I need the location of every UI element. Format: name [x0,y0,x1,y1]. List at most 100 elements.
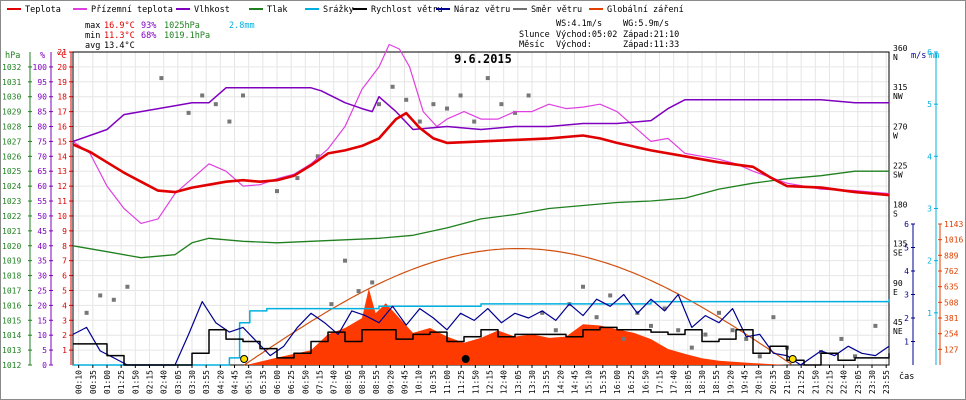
x-tick-label: 10:10 [415,370,424,394]
stats-max-press: 1025hPa [164,21,200,31]
axis-wm2-tick-label: 1143 [944,220,963,229]
axis-mm-tick-label: 4 [927,152,932,161]
axis-hpa-tick-label: 1032 [2,63,21,72]
axis-pct-tick-label: 50 [37,212,47,221]
legend-label-solar: Globální záření [607,5,684,15]
series-feels-line [72,43,890,224]
x-axis-tick-labels: 00:10 00:35 01:00 01:25 01:50 02:15 02:40 03:05… [75,365,891,394]
stats-max-temp: 16.9°C [104,21,135,31]
x-tick-label: 06:00 [273,370,282,394]
axis-mm-ticks: 1 2 3 4 5 6 [927,48,938,365]
wind-direction-point [608,293,613,298]
axis-wind-dir-name: W [893,131,898,140]
wind-direction-point [649,323,653,328]
x-tick-label: 09:45 [401,370,410,394]
x-tick-label: 01:25 [117,370,126,394]
wind-direction-point [431,102,436,107]
series-pressure-line [72,170,889,259]
x-tick-label: 03:55 [202,370,211,394]
axis-ms-tick-label: 5 [904,244,909,253]
x-tick-label: 23:55 [882,370,891,394]
axis-wm2-tick-label: 889 [944,251,959,260]
axis-hpa-label: hPa [5,51,20,61]
x-tick-label: 20:10 [755,370,764,394]
axis-pct-tick-label: 30 [37,272,47,281]
axis-degc-tick-label: 12 [57,182,67,191]
wind-gust-max: WG:5.9m/s [623,19,669,29]
x-tick-label: 05:35 [259,370,268,394]
x-tick-label: 12:40 [500,370,509,394]
wind-direction-point [472,119,477,124]
stats-avg-temp: 13.4°C [104,41,135,51]
x-tick-label: 17:15 [656,370,665,394]
axis-ms-tick-label: 4 [904,267,909,276]
x-tick-label: 06:50 [301,370,310,394]
wind-direction-point [186,110,191,115]
axis-wind-dir-deg: 45 [893,318,903,327]
axis-degc-tick-label: 2 [62,331,67,340]
wind-direction-point [98,293,103,298]
axis-wind-dir-deg: 135 [893,240,908,249]
wind-speed-max: WS:4.1m/s [556,19,602,29]
axis-hpa-tick-label: 1026 [2,152,21,161]
x-tick-label: 23:30 [868,370,877,394]
axis-mm-tick-label: 6 [927,48,932,57]
axis-mm-tick-label: 5 [927,100,932,109]
wind-direction-point [404,97,409,102]
axis-pct-tick-label: 40 [37,242,47,251]
x-tick-label: 13:05 [514,370,523,394]
x-tick-label: 11:25 [457,370,466,394]
x-axis-label: čas [899,371,914,382]
wind-direction-point [458,93,463,98]
axis-wm2-tick-label: 1016 [944,236,963,245]
series-rain-line [73,299,890,366]
x-tick-label: 19:45 [741,370,750,394]
x-tick-label: 22:15 [826,370,835,394]
axis-wm2-tick-label: 762 [944,267,959,276]
wind-direction-point [703,332,708,337]
x-tick-label: 11:50 [471,370,480,394]
axis-hpa-ticks: 1012 1013 1014 1015 1016 1017 1018 1019 1020 1021… [2,52,32,370]
stats-min-hum: 68% [141,31,156,41]
wind-direction-point [676,328,681,333]
axis-hpa-tick-label: 1027 [2,137,21,146]
stats-min-temp: 11.3°C [104,31,135,41]
stats-avg-label: avg [85,41,100,51]
wind-direction-point [594,315,599,320]
wind-direction-point [227,119,232,124]
x-tick-label: 00:35 [89,370,98,394]
sun-moon-markers [240,355,797,363]
axis-degc-tick-label: 19 [57,78,67,87]
x-tick-label: 02:15 [146,370,155,394]
x-tick-label: 14:45 [571,370,580,394]
x-tick-label: 07:40 [330,370,339,394]
x-tick-label: 12:15 [486,370,495,394]
moonset-marker [461,355,470,363]
axis-degc-tick-label: 7 [62,257,67,266]
axis-hpa-tick-label: 1023 [2,197,21,206]
axis-hpa-tick-label: 1017 [2,286,21,295]
wind-direction-point [819,349,823,354]
legend-label-wspeed: Rychlost větru [371,5,443,15]
x-tick-label: 13:55 [542,370,551,394]
axis-wind-dir-name: NW [893,92,903,101]
axis-pct-tick-label: 25 [37,286,47,295]
axis-degc-tick-label: 6 [62,272,67,281]
wind-direction-point [315,154,320,159]
x-tick-label: 06:25 [287,370,296,394]
stats-min-press: 1019.1hPa [164,31,210,41]
chart-title: 9.6.2015 [454,52,512,66]
axis-ms-tick-label: 1 [904,338,909,347]
wind-direction-point [689,345,694,350]
axis-pct-tick-label: 15 [37,316,47,325]
axis-wm2-tick-label: 254 [944,330,959,339]
axis-pct-tick-label: 60 [37,182,47,191]
wind-direction-point [377,102,381,107]
series-temperature-line [72,111,890,197]
moon-label: Měsíc [519,40,545,50]
sunrise-marker [240,355,249,363]
axis-hpa-tick-label: 1013 [2,346,21,355]
axis-degc-tick-label: 9 [62,227,67,236]
x-tick-label: 07:15 [316,370,325,394]
